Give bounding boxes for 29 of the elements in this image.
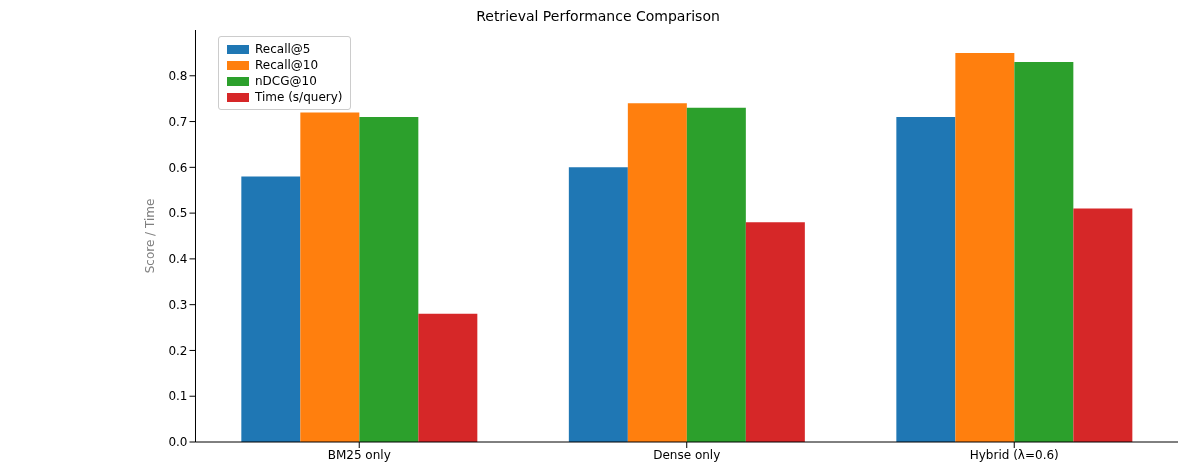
bar xyxy=(568,167,628,442)
bar xyxy=(745,222,805,442)
y-tick-label: 0.4 xyxy=(168,252,188,267)
y-tick-label: 0.3 xyxy=(168,297,188,312)
legend-label: nDCG@10 xyxy=(255,73,317,89)
x-tick-label: Dense only xyxy=(653,447,721,462)
bar xyxy=(627,103,687,442)
y-axis-title: Score / Time xyxy=(142,198,157,274)
y-tick-label: 0.1 xyxy=(168,389,188,404)
y-tick-label: 0.8 xyxy=(168,69,188,84)
bar xyxy=(418,313,478,442)
x-tick-label: Hybrid (λ=0.6) xyxy=(969,447,1059,462)
bar xyxy=(241,176,301,442)
y-tick-label: 0.2 xyxy=(168,343,188,358)
y-tick-label: 0.7 xyxy=(168,114,188,129)
bar xyxy=(896,116,956,442)
legend-label: Recall@5 xyxy=(255,41,311,57)
x-tick-label: BM25 only xyxy=(327,447,391,462)
y-tick-label: 0.6 xyxy=(168,160,188,175)
bar xyxy=(955,52,1015,442)
y-tick-label: 0.0 xyxy=(168,435,188,450)
bar xyxy=(686,107,746,442)
bar xyxy=(1073,208,1133,442)
bar xyxy=(1014,62,1074,442)
legend-label: Recall@10 xyxy=(255,57,319,73)
bar xyxy=(359,116,419,442)
y-tick-label: 0.5 xyxy=(168,206,188,221)
legend-label: Time (s/query) xyxy=(255,89,343,105)
chart-title: Retrieval Performance Comparison xyxy=(475,8,721,26)
